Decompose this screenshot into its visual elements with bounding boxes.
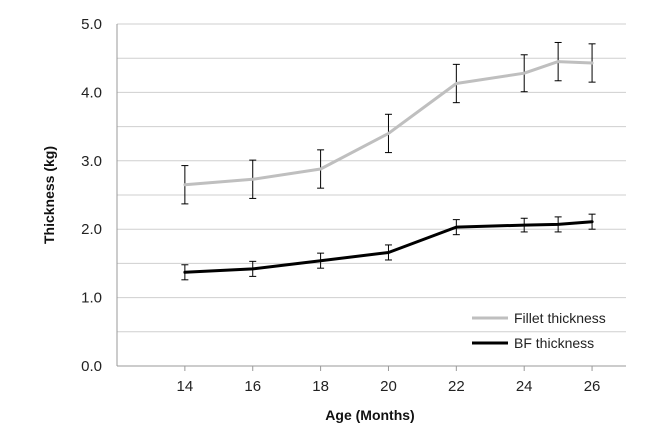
gridlines (117, 23, 626, 333)
y-axis-title: Thickness (kg) (41, 146, 57, 244)
legend-label-fillet: Fillet thickness (514, 310, 606, 326)
x-tick-labels: 14 16 18 20 22 24 26 (177, 366, 601, 395)
x-tick-label: 14 (177, 378, 194, 395)
y-tick-labels: 0.0 1.0 2.0 3.0 4.0 5.0 (81, 16, 102, 375)
x-tick-label: 22 (448, 378, 465, 395)
legend-label-bf: BF thickness (514, 335, 594, 351)
y-tick-label: 3.0 (81, 153, 102, 170)
x-tick-label: 16 (244, 378, 261, 395)
y-tick-label: 0.0 (81, 358, 102, 375)
x-tick-label: 20 (380, 378, 397, 395)
series-line (183, 60, 594, 187)
series-layer (181, 41, 596, 281)
y-tick-label: 4.0 (81, 84, 102, 101)
y-tick-label: 5.0 (81, 16, 102, 33)
x-axis-title: Age (Months) (325, 407, 414, 423)
x-tick-label: 18 (312, 378, 329, 395)
series-line (183, 220, 594, 274)
series-1 (181, 213, 596, 281)
x-tick-label: 24 (516, 378, 533, 395)
legend: Fillet thickness BF thickness (472, 310, 606, 351)
series-0 (181, 41, 596, 205)
x-tick-label: 26 (584, 378, 601, 395)
y-tick-label: 1.0 (81, 290, 102, 307)
y-tick-label: 2.0 (81, 221, 102, 238)
